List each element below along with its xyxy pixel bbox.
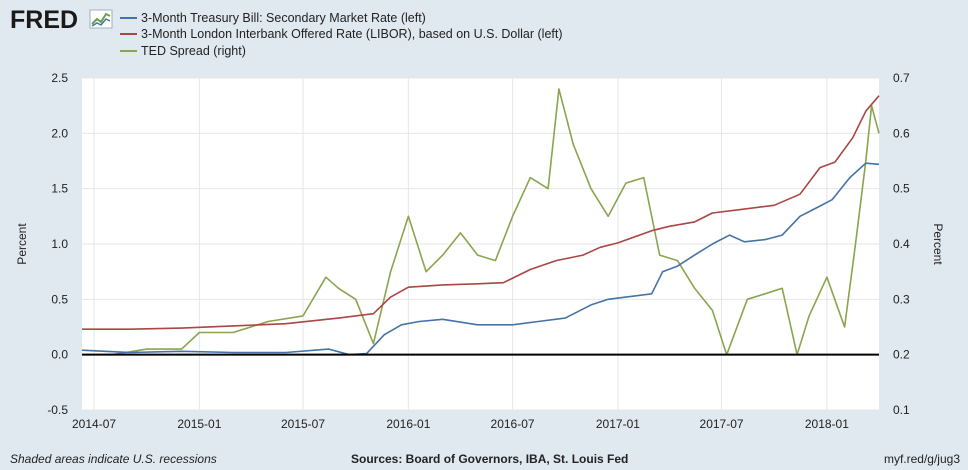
right-tick-label: 0.2 bbox=[893, 348, 910, 362]
right-tick-label: 0.1 bbox=[893, 403, 910, 417]
right-tick-label: 0.4 bbox=[893, 237, 910, 251]
left-tick-label: 0.0 bbox=[51, 348, 68, 362]
left-tick-label: 2.0 bbox=[51, 126, 68, 140]
legend: 3-Month Treasury Bill: Secondary Market … bbox=[120, 11, 563, 58]
series-libor-line bbox=[82, 95, 880, 331]
x-tick-label: 2016-01 bbox=[386, 417, 430, 431]
left-tick-label: 1.0 bbox=[51, 237, 68, 251]
series-tbill-line bbox=[81, 162, 880, 356]
right-tick-label: 0.7 bbox=[893, 71, 910, 85]
left-tick-label: -0.5 bbox=[47, 403, 68, 417]
x-tick-label: 2015-01 bbox=[177, 417, 221, 431]
sparkline-icon bbox=[89, 9, 113, 29]
left-tick-label: 0.5 bbox=[51, 292, 68, 306]
left-tick-label: 2.5 bbox=[51, 71, 68, 85]
x-tick-label: 2017-07 bbox=[700, 417, 744, 431]
right-tick-label: 0.6 bbox=[893, 126, 910, 140]
right-axis: 0.1 0.2 0.3 0.4 0.5 0.6 0.7 bbox=[893, 71, 910, 417]
x-tick-label: 2018-01 bbox=[805, 417, 849, 431]
sources-text: Sources: Board of Governors, IBA, St. Lo… bbox=[351, 452, 628, 466]
legend-label-libor: 3-Month London Interbank Offered Rate (L… bbox=[141, 27, 563, 41]
left-axis-title: Percent bbox=[15, 223, 29, 265]
left-tick-label: 1.5 bbox=[51, 182, 68, 196]
x-tick-label: 2016-07 bbox=[491, 417, 535, 431]
fred-logo[interactable]: FRED bbox=[10, 6, 113, 34]
x-tick-label: 2017-01 bbox=[596, 417, 640, 431]
series-ted-line bbox=[82, 88, 880, 356]
legend-label-ted: TED Spread (right) bbox=[141, 44, 246, 58]
right-axis-title: Percent bbox=[931, 223, 945, 265]
x-tick-label: 2015-07 bbox=[281, 417, 325, 431]
series-layer bbox=[81, 88, 880, 356]
share-link[interactable]: myf.red/g/jug3 bbox=[884, 452, 960, 466]
right-tick-label: 0.5 bbox=[893, 182, 910, 196]
left-axis: -0.5 0.0 0.5 1.0 1.5 2.0 2.5 bbox=[47, 71, 68, 417]
x-axis: 2014-07 2015-01 2015-07 2016-01 2016-07 2017-… bbox=[72, 417, 849, 431]
x-tick-label: 2014-07 bbox=[72, 417, 116, 431]
right-tick-label: 0.3 bbox=[893, 292, 910, 306]
legend-label-tbill: 3-Month Treasury Bill: Secondary Market … bbox=[141, 11, 426, 25]
recession-note: Shaded areas indicate U.S. recessions bbox=[10, 452, 217, 466]
brand-wordmark: FRED bbox=[10, 6, 78, 34]
